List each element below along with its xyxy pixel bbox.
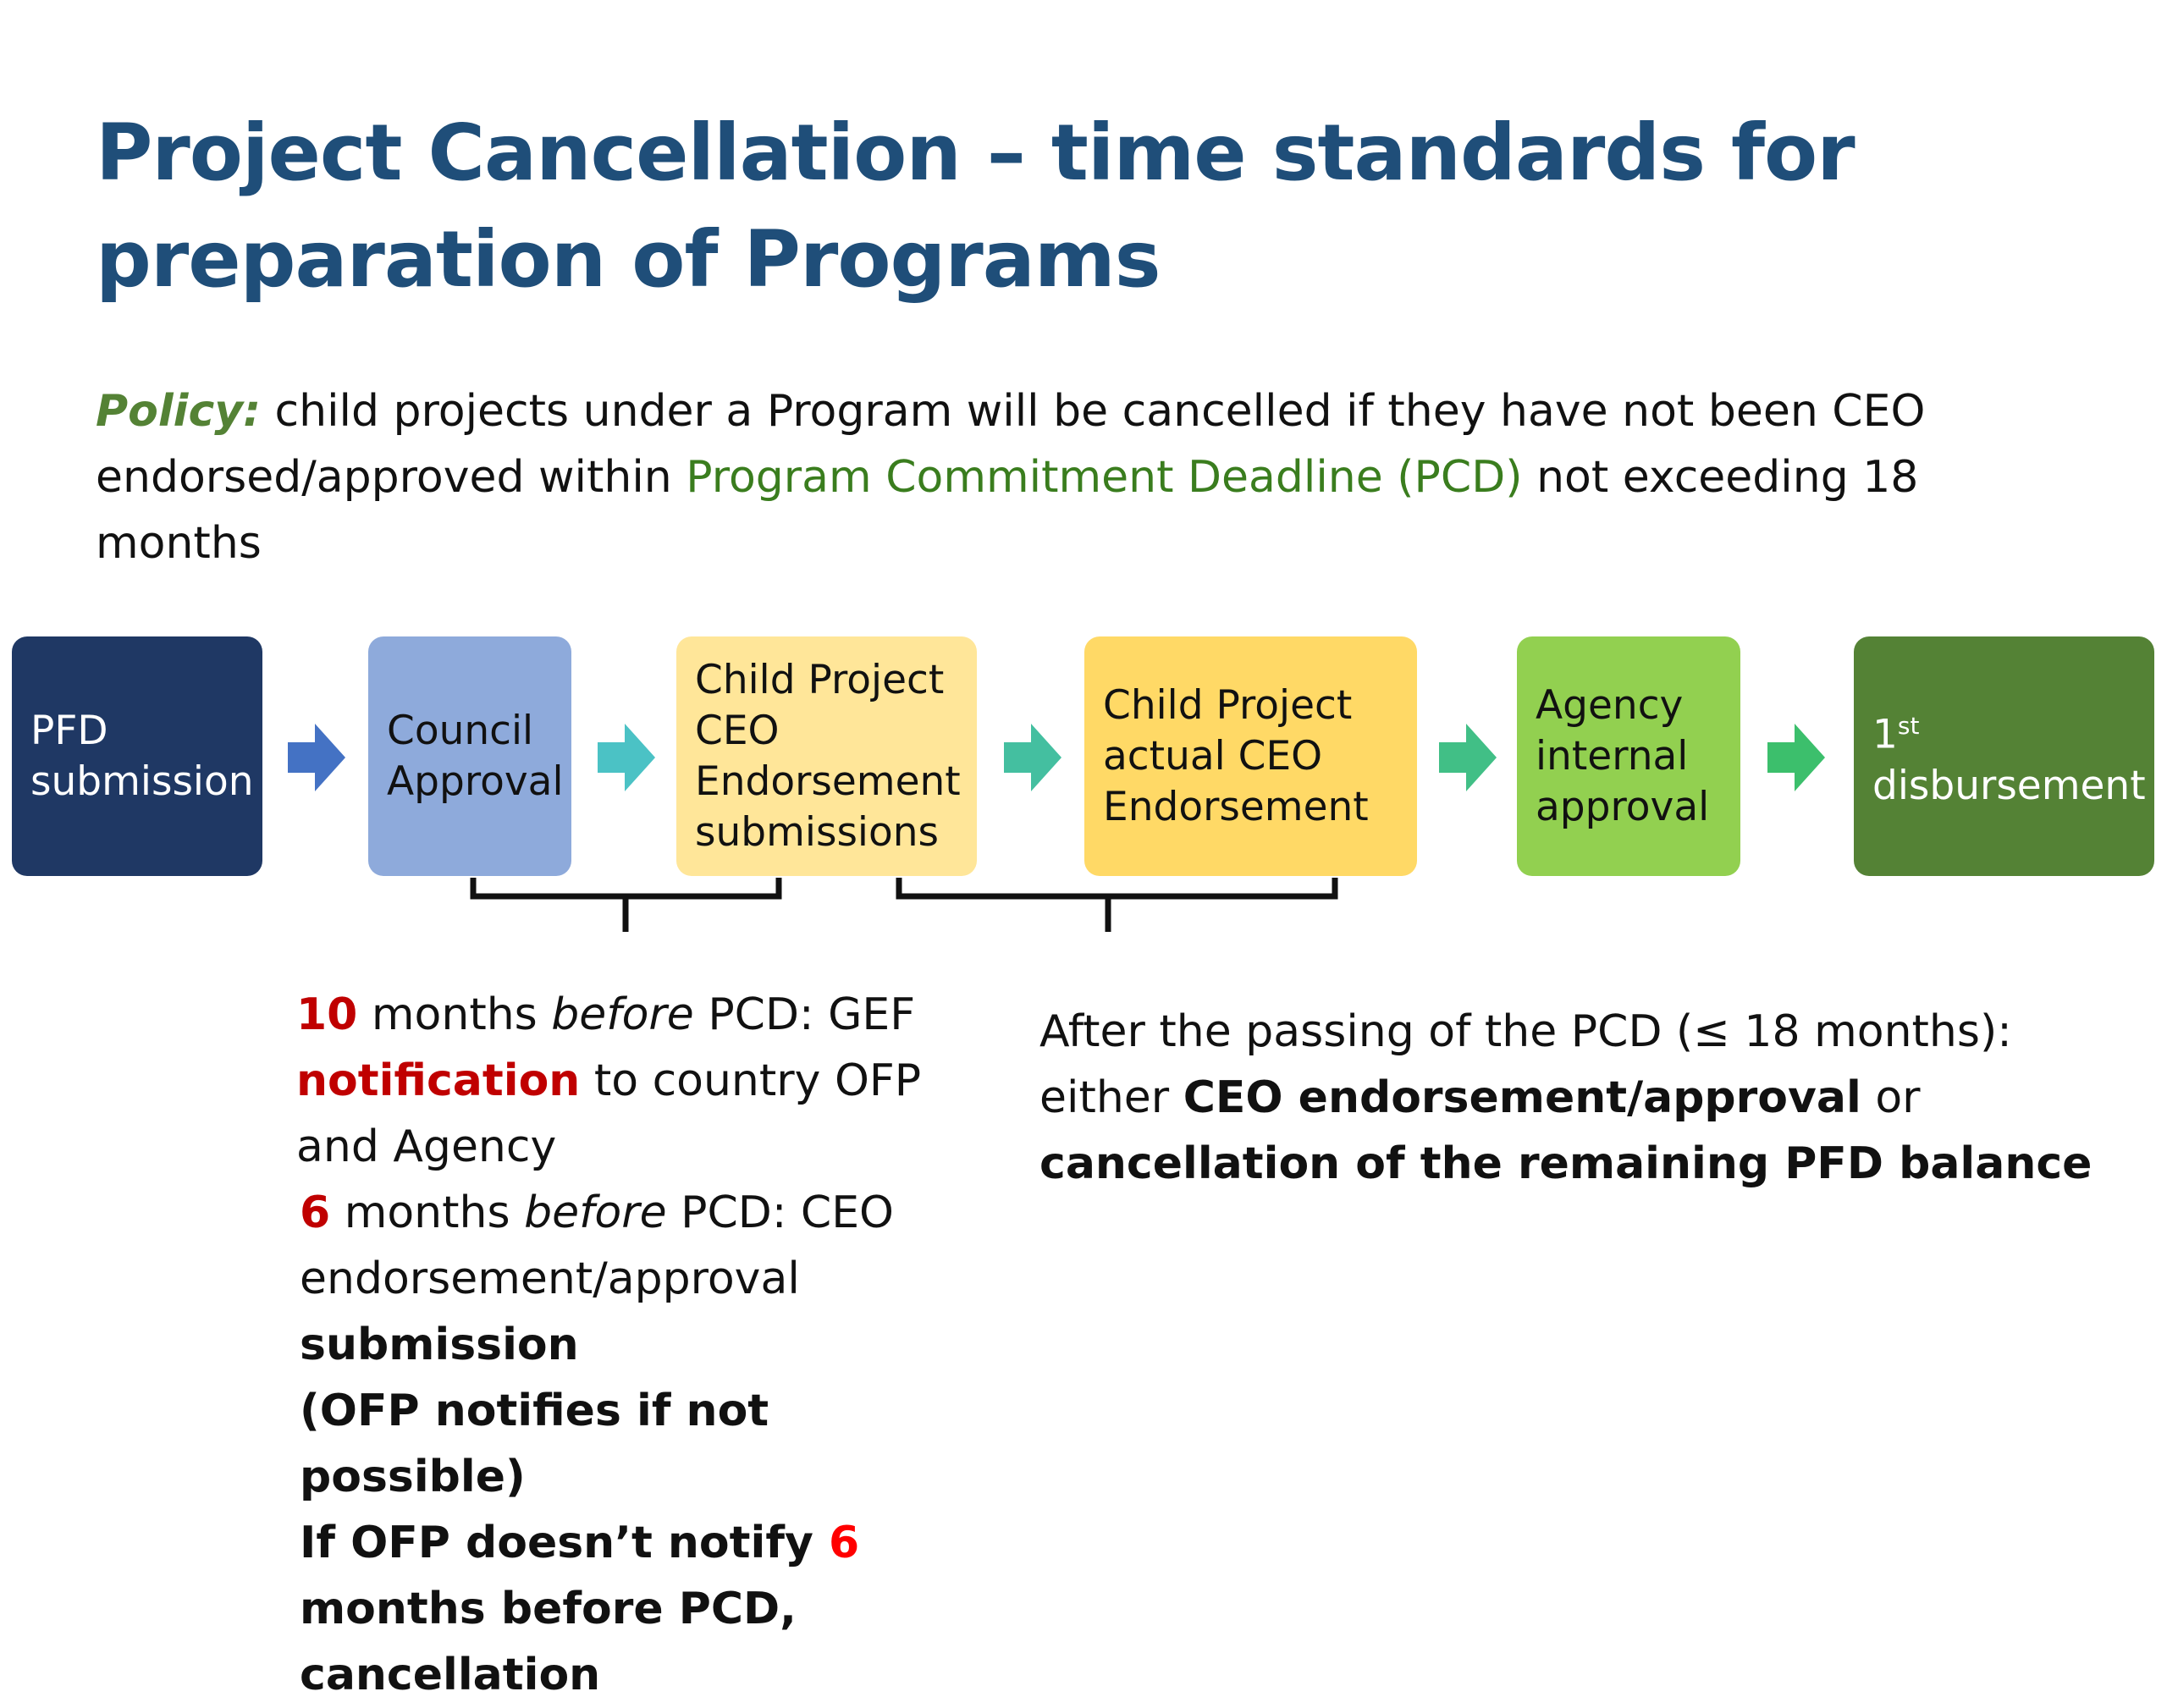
note-text: to country OFP and Agency <box>296 1055 922 1172</box>
policy-text-1: child projects under a Program will be c… <box>96 386 1926 503</box>
step-agency-internal-approval: Agency internal approval <box>1517 636 1740 876</box>
bracket-right <box>896 878 1338 932</box>
flow-arrow-icon <box>288 724 345 791</box>
note-text: months <box>330 1187 525 1238</box>
step-actual-ceo-endorsement: Child Project actual CEO Endorsement <box>1084 636 1417 876</box>
step-label: Agency internal approval <box>1536 681 1710 830</box>
ofp-cancellation-note: If OFP doesn’t notify 6 <box>296 1510 973 1576</box>
step-label: Council Approval <box>387 707 564 805</box>
policy-text-2: not exceeding 18 months <box>96 452 1919 569</box>
months-before-pcd: months before PCD, <box>300 1584 797 1634</box>
step-council-approval: Council Approval <box>368 636 571 876</box>
note-6-months: 6 months before PCD: CEO endorsement/app… <box>296 1180 973 1312</box>
ordinal-suffix: st <box>1897 712 1920 741</box>
policy-statement: Policy: child projects under a Program w… <box>96 378 2043 576</box>
flow-arrow-icon <box>1004 724 1061 791</box>
bracket-left <box>470 878 782 932</box>
policy-label: Policy: <box>96 386 261 437</box>
note-text: months <box>357 989 552 1040</box>
step-label: Child Project CEO Endorsement submission… <box>695 656 961 856</box>
step-ceo-endorsement-submissions: Child Project CEO Endorsement submission… <box>676 636 977 876</box>
note-right: After the passing of the PCD (≤ 18 month… <box>1039 999 2140 1197</box>
note-text: If OFP doesn’t notify <box>300 1518 829 1568</box>
step-label: Child Project actual CEO Endorsement <box>1103 681 1369 830</box>
note-10-months: 10 months before PCD: GEF notification t… <box>296 982 973 1180</box>
flow-arrow-icon <box>598 724 655 791</box>
number-6: 6 <box>300 1187 331 1238</box>
ceo-endorsement-bold: CEO endorsement/approval <box>1183 1072 1861 1123</box>
before-word: before <box>551 989 694 1040</box>
pcd-term: Program Commitment Deadline (PCD) <box>686 452 1523 503</box>
notification-word: notification <box>296 1055 581 1106</box>
number-10: 10 <box>296 989 358 1040</box>
number-6: 6 <box>828 1518 860 1568</box>
note-left: 10 months before PCD: GEF notification t… <box>296 982 973 1708</box>
cancellation-bold: cancellation of the remaining PFD balanc… <box>1039 1138 2093 1189</box>
note-text: or <box>1861 1072 1921 1123</box>
disbursement-text: disbursement <box>1872 762 2146 809</box>
cancellation-word: cancellation <box>300 1650 601 1700</box>
note-text: PCD: CEO endorsement/approval <box>300 1187 894 1304</box>
ordinal-number: 1 <box>1872 711 1898 758</box>
flow-arrow-icon <box>1439 724 1497 791</box>
slide-title: Project Cancellation – time standards fo… <box>96 100 2043 313</box>
step-pfd-submission: PFD submission <box>12 636 262 876</box>
note-text: PCD: GEF <box>693 989 916 1040</box>
note-text: After the passing of the PCD (≤ 18 month… <box>1039 1006 2012 1123</box>
step-first-disbursement: 1st disbursement <box>1854 636 2154 876</box>
ofp-note: (OFP notifies if not possible) <box>300 1386 769 1502</box>
title-line-2: preparation of Programs <box>96 214 1161 305</box>
step-label: 1st disbursement <box>1872 701 2146 812</box>
flow-arrow-icon <box>1767 724 1825 791</box>
submission-word: submission <box>300 1320 579 1370</box>
step-label: PFD submission <box>30 707 254 805</box>
title-line-1: Project Cancellation – time standards fo… <box>96 107 1855 198</box>
before-word: before <box>524 1187 667 1238</box>
